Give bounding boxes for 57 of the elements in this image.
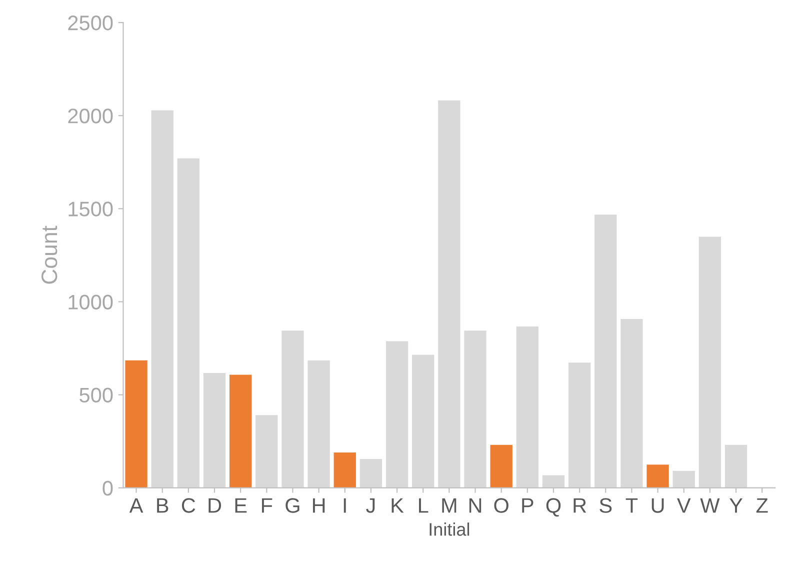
bar xyxy=(386,341,408,488)
y-axis-title: Count xyxy=(41,226,58,284)
x-tick-label: Z xyxy=(756,498,768,513)
x-tick-label: B xyxy=(157,498,168,513)
bar xyxy=(334,452,356,488)
y-tick-label: 2500 xyxy=(68,16,113,30)
x-tick-label: W xyxy=(700,498,720,513)
bar xyxy=(698,236,722,488)
bar xyxy=(177,158,200,488)
x-tick-label: N xyxy=(469,498,482,513)
x-axis-title: Initial xyxy=(430,522,470,536)
x-tick-label: Y xyxy=(730,498,742,513)
bar xyxy=(646,464,669,488)
bar xyxy=(125,360,148,488)
x-tick-label: E xyxy=(235,498,247,513)
y-tick-label: 2000 xyxy=(68,108,113,124)
x-tick-label: V xyxy=(677,498,691,513)
bar xyxy=(282,330,304,488)
bar xyxy=(438,100,460,488)
x-tick-label: C xyxy=(182,498,196,513)
x-tick-label: F xyxy=(262,498,272,513)
bar xyxy=(308,360,330,488)
y-tick-label: 1000 xyxy=(68,294,113,310)
x-tick-label: L xyxy=(419,498,428,513)
bar xyxy=(620,319,643,488)
x-tick-label: U xyxy=(652,498,664,513)
x-tick-label: M xyxy=(442,498,456,513)
x-tick-label: G xyxy=(286,498,300,513)
bar xyxy=(203,373,226,488)
bar xyxy=(568,362,591,488)
y-tick-label: 0 xyxy=(102,480,113,496)
bar xyxy=(412,354,434,488)
x-tick-label: S xyxy=(600,498,612,513)
y-tick-label: 500 xyxy=(80,388,113,403)
bar xyxy=(151,110,174,488)
bar xyxy=(542,475,565,488)
x-tick-label: D xyxy=(208,498,222,513)
bar xyxy=(229,374,252,488)
bar xyxy=(256,415,278,488)
x-tick-label: A xyxy=(129,498,144,513)
bar xyxy=(724,444,748,488)
bar xyxy=(672,470,695,488)
x-tick-label: O xyxy=(494,498,508,513)
x-tick-label: J xyxy=(366,498,375,513)
x-tick-label: P xyxy=(522,498,534,513)
y-tick-label: 1500 xyxy=(68,202,113,216)
x-tick-label: I xyxy=(344,498,346,513)
x-tick-label: K xyxy=(392,498,404,513)
bar xyxy=(490,444,512,488)
x-tick-label: R xyxy=(574,498,586,513)
bar xyxy=(360,459,382,488)
x-tick-label: T xyxy=(626,498,638,513)
x-tick-label: H xyxy=(312,498,325,513)
bar xyxy=(594,214,617,488)
bar xyxy=(516,326,538,488)
x-tick-label: Q xyxy=(546,498,561,517)
bar xyxy=(464,330,486,488)
